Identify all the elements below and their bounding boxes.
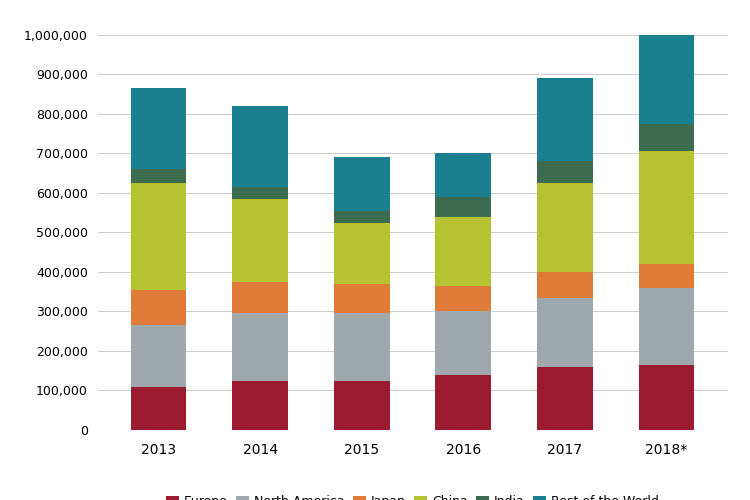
Bar (537, 161, 592, 183)
Bar (232, 199, 288, 282)
Legend: Europe, North America, Japan, China, India, Rest of the World: Europe, North America, Japan, China, Ind… (161, 490, 664, 500)
Bar (334, 158, 390, 210)
Bar (435, 374, 491, 430)
Bar (334, 210, 390, 222)
Bar (334, 222, 390, 284)
Bar (334, 314, 390, 380)
Bar (232, 314, 288, 380)
Bar (537, 367, 592, 430)
Bar (130, 169, 187, 183)
Bar (638, 35, 694, 124)
Bar (537, 298, 592, 367)
Bar (334, 284, 390, 314)
Bar (130, 386, 187, 430)
Bar (130, 88, 187, 169)
Bar (537, 78, 592, 161)
Bar (435, 216, 491, 286)
Bar (232, 187, 288, 199)
Bar (130, 290, 187, 326)
Bar (638, 288, 694, 365)
Bar (638, 365, 694, 430)
Bar (334, 380, 390, 430)
Bar (130, 326, 187, 386)
Bar (435, 286, 491, 312)
Bar (232, 282, 288, 314)
Bar (537, 272, 592, 297)
Bar (435, 154, 491, 197)
Bar (130, 183, 187, 290)
Bar (638, 152, 694, 264)
Bar (638, 124, 694, 152)
Bar (232, 106, 288, 187)
Bar (232, 380, 288, 430)
Bar (638, 264, 694, 287)
Bar (537, 183, 592, 272)
Bar (435, 312, 491, 374)
Bar (435, 197, 491, 216)
